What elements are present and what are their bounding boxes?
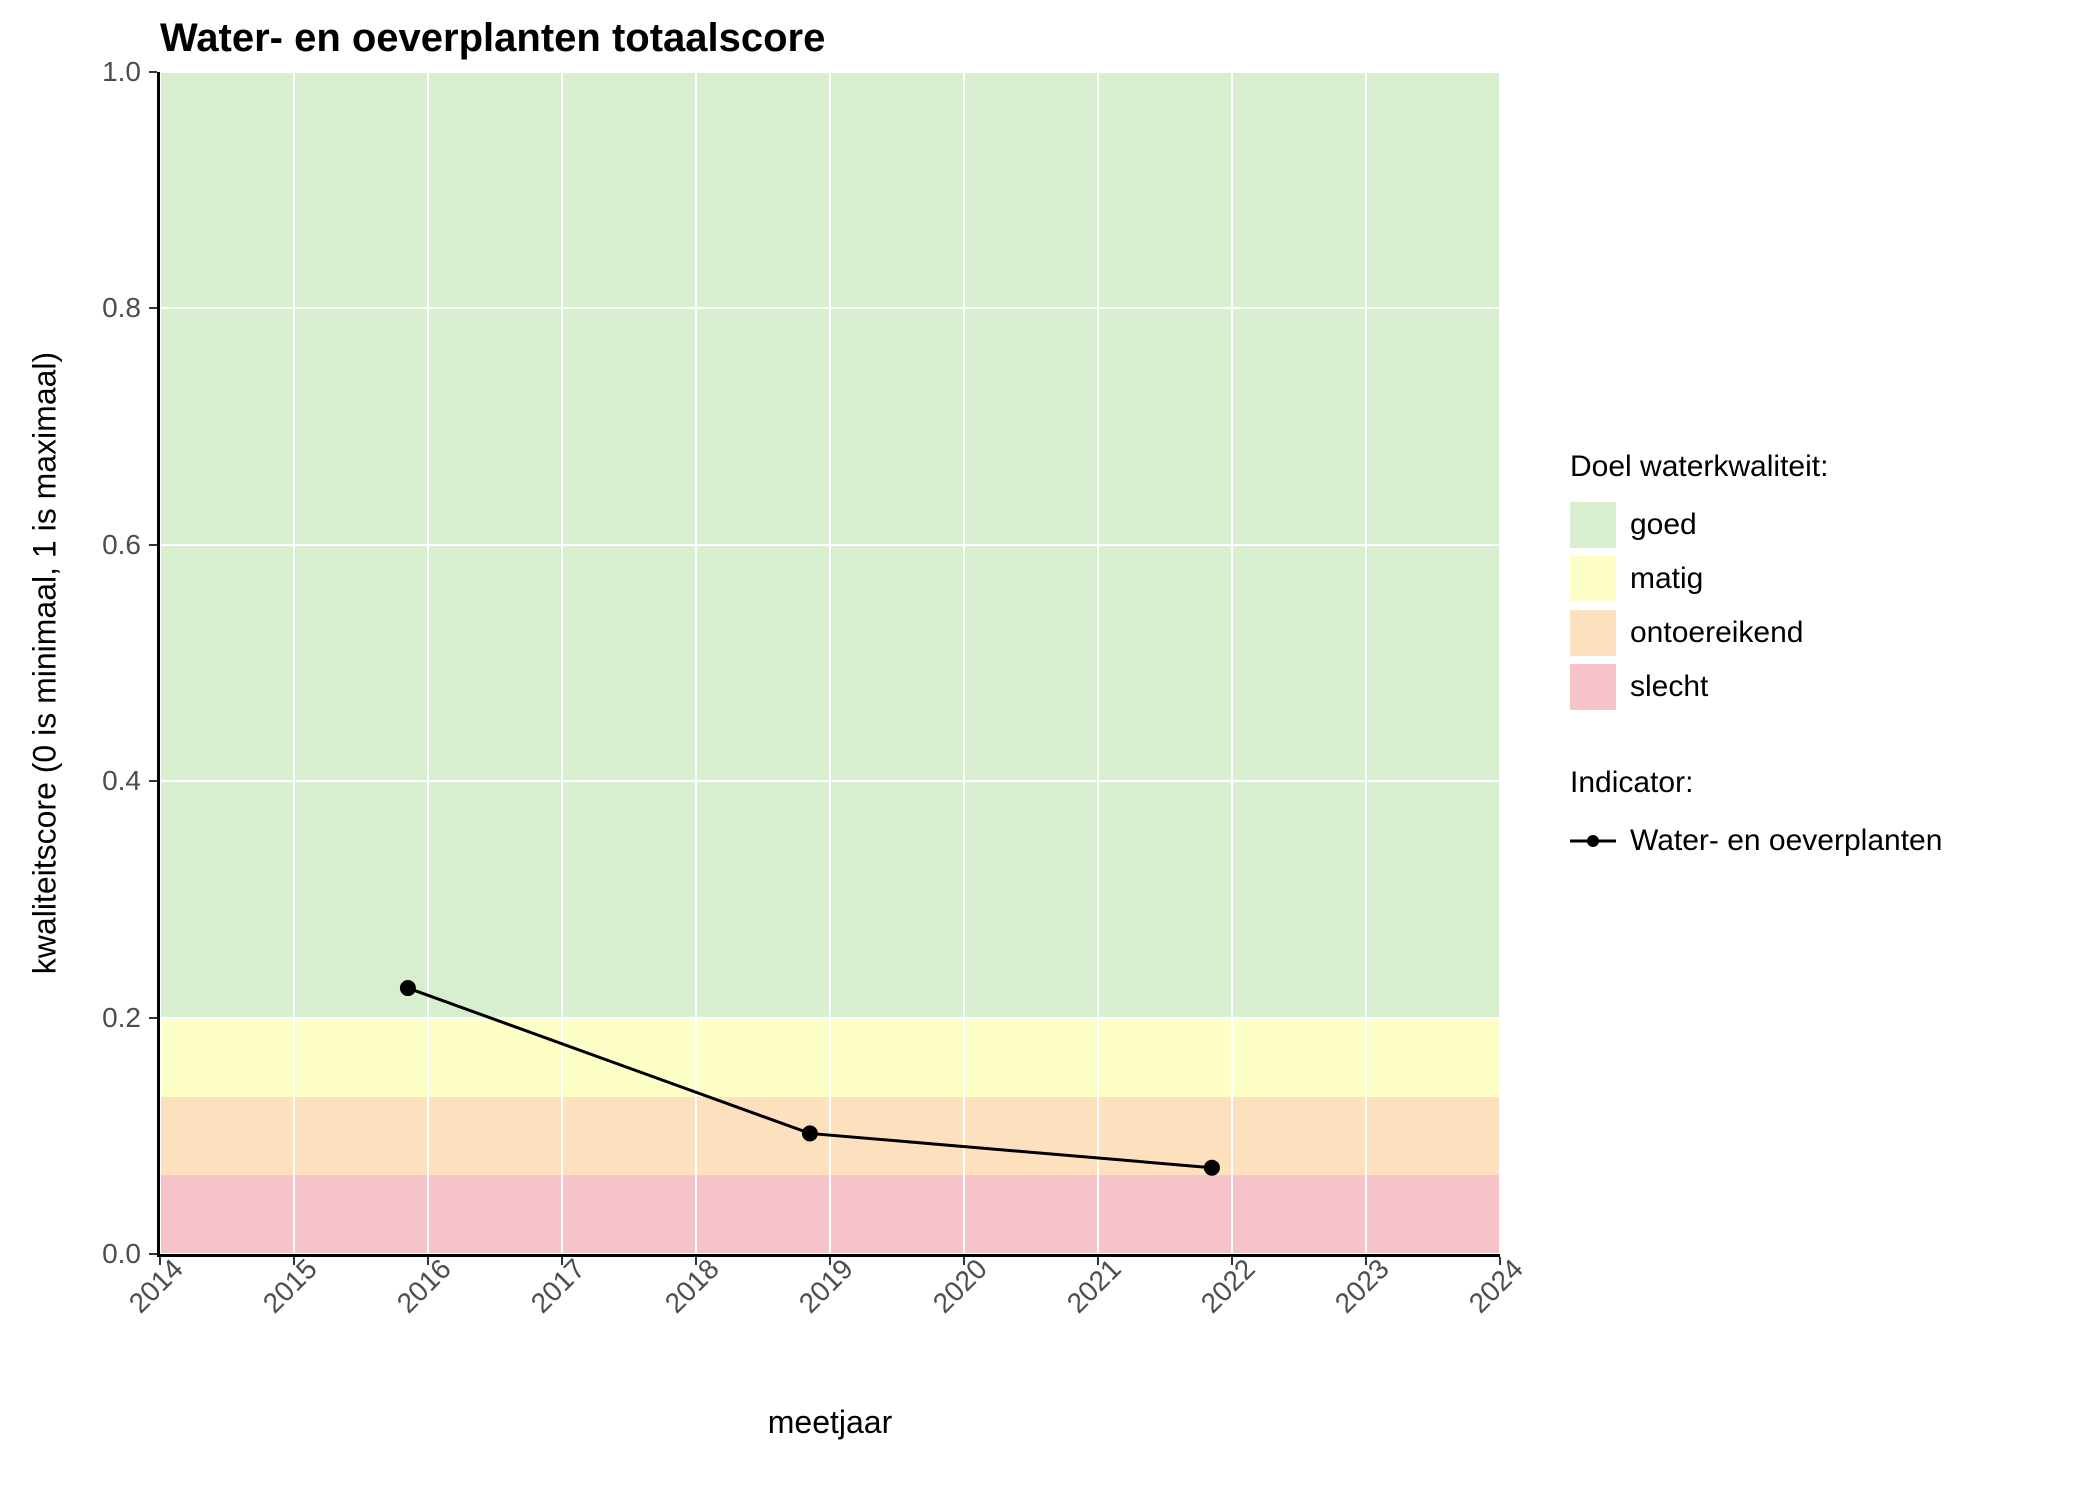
plot-area	[160, 72, 1500, 1254]
x-tick-label: 2023	[1329, 1253, 1396, 1320]
chart-title: Water- en oeverplanten totaalscore	[160, 16, 825, 61]
y-tick-mark	[149, 780, 157, 782]
y-axis-title: kwaliteitscore (0 is minimaal, 1 is maxi…	[27, 352, 64, 974]
legend-label: ontoereikend	[1630, 616, 1803, 650]
legend-swatch	[1570, 610, 1616, 656]
y-tick-mark	[149, 1253, 157, 1255]
legend-swatch	[1570, 556, 1616, 602]
legend-swatch	[1570, 502, 1616, 548]
y-tick-label: 0.2	[102, 1002, 141, 1034]
data-point	[400, 980, 416, 996]
legend-item-slecht: slecht	[1570, 664, 1942, 710]
x-tick-label: 2016	[391, 1253, 458, 1320]
y-tick-label: 0.6	[102, 529, 141, 561]
legend-indicator-label: Water- en oeverplanten	[1630, 824, 1942, 858]
legend-label: matig	[1630, 562, 1703, 596]
y-axis-line	[157, 72, 160, 1257]
x-tick-label: 2018	[659, 1253, 726, 1320]
legend-item-ontoereikend: ontoereikend	[1570, 610, 1942, 656]
series-line	[160, 72, 1500, 1254]
x-tick-label: 2019	[793, 1253, 860, 1320]
y-tick-label: 0.0	[102, 1238, 141, 1270]
legend-indicator-title: Indicator:	[1570, 766, 1942, 800]
legend-line-sample	[1570, 818, 1616, 864]
y-tick-mark	[149, 307, 157, 309]
x-tick-label: 2022	[1195, 1253, 1262, 1320]
x-tick-label: 2024	[1463, 1253, 1530, 1320]
legend-item-matig: matig	[1570, 556, 1942, 602]
x-tick-label: 2017	[525, 1253, 592, 1320]
legend-label: goed	[1630, 508, 1697, 542]
data-point	[802, 1125, 818, 1141]
legend: Doel waterkwaliteit: goed matig ontoereike…	[1570, 450, 1942, 872]
x-tick-label: 2015	[257, 1253, 324, 1320]
legend-quality-title: Doel waterkwaliteit:	[1570, 450, 1942, 484]
y-tick-label: 0.8	[102, 292, 141, 324]
legend-quality-items: goed matig ontoereikend slecht	[1570, 502, 1942, 710]
x-tick-label: 2021	[1061, 1253, 1128, 1320]
y-tick-mark	[149, 71, 157, 73]
y-tick-mark	[149, 544, 157, 546]
legend-indicator-row: Water- en oeverplanten	[1570, 818, 1942, 864]
chart-container: Water- en oeverplanten totaalscore 20142…	[0, 0, 2100, 1500]
legend-item-goed: goed	[1570, 502, 1942, 548]
x-axis-title: meetjaar	[768, 1404, 893, 1441]
y-tick-mark	[149, 1017, 157, 1019]
y-tick-label: 0.4	[102, 765, 141, 797]
y-tick-label: 1.0	[102, 56, 141, 88]
legend-label: slecht	[1630, 670, 1708, 704]
legend-swatch	[1570, 664, 1616, 710]
data-point	[1204, 1160, 1220, 1176]
x-tick-label: 2020	[927, 1253, 994, 1320]
